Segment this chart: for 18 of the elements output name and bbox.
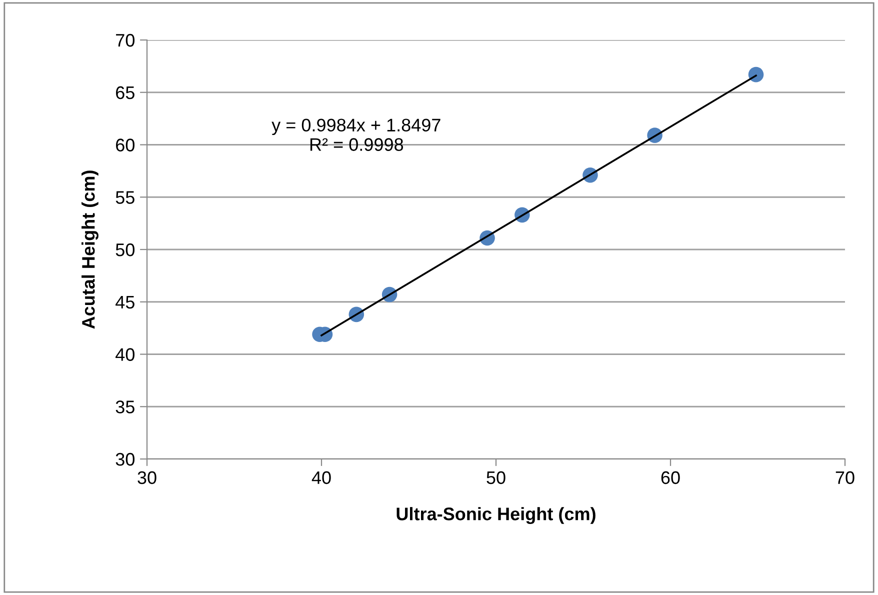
x-tick-label: 60 (661, 471, 680, 484)
y-tick-label: 60 (116, 138, 134, 152)
y-tick-label: 70 (116, 34, 134, 47)
y-tick-label: 55 (116, 191, 134, 204)
x-tick-label: 40 (312, 471, 331, 484)
y-tick-label: 30 (116, 452, 134, 466)
x-tick-label: 30 (138, 471, 156, 484)
x-axis-title: Ultra-Sonic Height (cm) (396, 507, 596, 524)
point (748, 66, 764, 82)
y-axis-title: Acutal Height (cm) (82, 170, 98, 329)
x-tick-label: 70 (836, 471, 854, 484)
y-tick-label: 50 (116, 243, 134, 256)
y-tick-label: 35 (116, 400, 134, 414)
y-tick-label: 40 (116, 348, 134, 361)
y-tick-label: 45 (116, 296, 134, 309)
x-tick-label: 50 (486, 471, 506, 484)
y-tick-label: 65 (116, 86, 134, 100)
annotation: y = 0.9984x + 1.8497 R² = 0.9998 (272, 118, 440, 151)
